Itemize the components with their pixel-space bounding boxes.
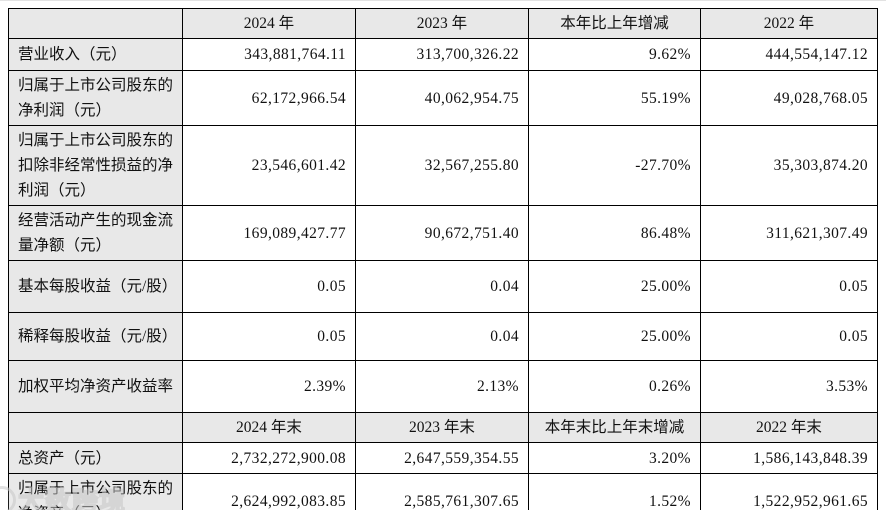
cell-2022: 311,621,307.49 xyxy=(700,205,878,261)
table-row: 经营活动产生的现金流量净额（元） 169,089,427.77 90,672,7… xyxy=(8,205,878,261)
table-row: 2024 年 2023 年 本年比上年增减 2022 年 xyxy=(8,8,878,39)
table-row: 基本每股收益（元/股） 0.05 0.04 25.00% 0.05 xyxy=(8,260,878,313)
table-row: 总资产（元） 2,732,272,900.08 2,647,559,354.55… xyxy=(8,442,878,474)
cell-2023: 0.04 xyxy=(355,312,529,361)
cell-change: 3.20% xyxy=(528,442,701,474)
header-2024: 2024 年 xyxy=(182,8,356,39)
table-row: 2024 年末 2023 年末 本年末比上年末增减 2022 年末 xyxy=(8,412,878,443)
cell-2022: 0.05 xyxy=(700,312,878,361)
cell-2024: 2,732,272,900.08 xyxy=(182,442,356,474)
row-label: 归属于上市公司股东的净利润（元） xyxy=(8,70,183,126)
cell-change: 25.00% xyxy=(528,260,701,313)
table-row: 归属于上市公司股东的扣除非经常性损益的净利润（元） 23,546,601.42 … xyxy=(8,125,878,206)
cell-change: 86.48% xyxy=(528,205,701,261)
cell-2022: 35,303,874.20 xyxy=(700,125,878,206)
cell-2024: 62,172,966.54 xyxy=(182,70,356,126)
cell-2023: 40,062,954.75 xyxy=(355,70,529,126)
table-row: 归属于上市公司股东的净利润（元） 62,172,966.54 40,062,95… xyxy=(8,70,878,126)
row-label: 归属于上市公司股东的净资产（元） xyxy=(8,473,183,510)
header-blank-cell xyxy=(8,8,183,39)
cell-2024: 23,546,601.42 xyxy=(182,125,356,206)
cell-2023: 90,672,751.40 xyxy=(355,205,529,261)
header-2023-end: 2023 年末 xyxy=(355,412,529,443)
table-row: 营业收入（元） 343,881,764.11 313,700,326.22 9.… xyxy=(8,38,878,71)
header-yoy-change: 本年比上年增减 xyxy=(528,8,701,39)
row-label: 营业收入（元） xyxy=(8,38,183,71)
cell-2024: 2.39% xyxy=(182,360,356,413)
cell-2024: 169,089,427.77 xyxy=(182,205,356,261)
header-2022: 2022 年 xyxy=(700,8,878,39)
header-blank-cell xyxy=(8,412,183,443)
row-label: 归属于上市公司股东的扣除非经常性损益的净利润（元） xyxy=(8,125,183,206)
cell-2022: 49,028,768.05 xyxy=(700,70,878,126)
row-label: 加权平均净资产收益率 xyxy=(8,360,183,413)
cell-2023: 32,567,255.80 xyxy=(355,125,529,206)
table-row: 归属于上市公司股东的净资产（元） 2,624,992,083.85 2,585,… xyxy=(8,473,878,510)
cell-2023: 2,647,559,354.55 xyxy=(355,442,529,474)
cell-2023: 2.13% xyxy=(355,360,529,413)
table-row: 加权平均净资产收益率 2.39% 2.13% 0.26% 3.53% xyxy=(8,360,878,413)
cell-change: 1.52% xyxy=(528,473,701,510)
financial-summary-table: 2024 年 2023 年 本年比上年增减 2022 年 营业收入（元） 343… xyxy=(8,8,878,510)
cell-change: 0.26% xyxy=(528,360,701,413)
table-row: 稀释每股收益（元/股） 0.05 0.04 25.00% 0.05 xyxy=(8,312,878,361)
header-2023: 2023 年 xyxy=(355,8,529,39)
cell-2022: 3.53% xyxy=(700,360,878,413)
cell-2022: 0.05 xyxy=(700,260,878,313)
cell-change: -27.70% xyxy=(528,125,701,206)
cell-change: 25.00% xyxy=(528,312,701,361)
header-yoy-end-change: 本年末比上年末增减 xyxy=(528,412,701,443)
header-2022-end: 2022 年末 xyxy=(700,412,878,443)
row-label: 稀释每股收益（元/股） xyxy=(8,312,183,361)
row-label: 总资产（元） xyxy=(8,442,183,474)
cell-change: 9.62% xyxy=(528,38,701,71)
cell-2024: 0.05 xyxy=(182,312,356,361)
cell-2022: 1,586,143,848.39 xyxy=(700,442,878,474)
row-label: 基本每股收益（元/股） xyxy=(8,260,183,313)
cell-2022: 444,554,147.12 xyxy=(700,38,878,71)
cell-2022: 1,522,952,961.65 xyxy=(700,473,878,510)
cell-2023: 0.04 xyxy=(355,260,529,313)
cell-2024: 0.05 xyxy=(182,260,356,313)
cell-2024: 343,881,764.11 xyxy=(182,38,356,71)
header-2024-end: 2024 年末 xyxy=(182,412,356,443)
row-label: 经营活动产生的现金流量净额（元） xyxy=(8,205,183,261)
cell-change: 55.19% xyxy=(528,70,701,126)
cell-2023: 2,585,761,307.65 xyxy=(355,473,529,510)
cell-2024: 2,624,992,083.85 xyxy=(182,473,356,510)
cell-2023: 313,700,326.22 xyxy=(355,38,529,71)
